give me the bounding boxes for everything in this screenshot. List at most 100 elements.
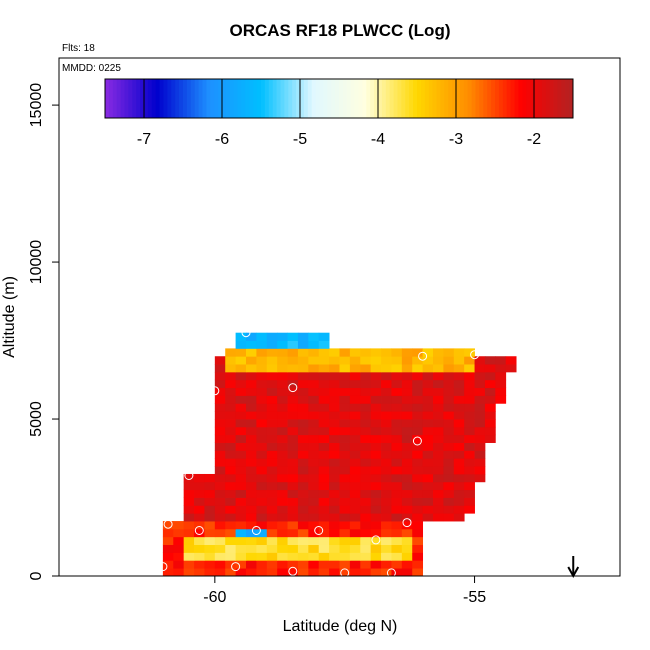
heatmap-cell bbox=[287, 536, 299, 546]
colorbar-swatch bbox=[229, 79, 235, 118]
colorbar-swatch bbox=[342, 79, 348, 118]
heatmap-cell bbox=[287, 528, 299, 538]
colorbar-swatch bbox=[319, 79, 324, 118]
heatmap-cell bbox=[173, 552, 185, 561]
heatmap-cell bbox=[360, 403, 372, 412]
heatmap-cell bbox=[308, 387, 320, 396]
heatmap-cell bbox=[412, 497, 424, 506]
colorbar-swatch bbox=[151, 79, 157, 118]
heatmap-cell bbox=[308, 489, 320, 498]
heatmap-cell bbox=[287, 356, 299, 365]
colorbar-swatch bbox=[339, 79, 344, 118]
heatmap-cell bbox=[464, 442, 475, 451]
heatmap-cell bbox=[370, 371, 382, 381]
heatmap-cell bbox=[214, 450, 226, 459]
heatmap-cell bbox=[214, 419, 226, 428]
heatmap-cell bbox=[329, 473, 340, 483]
heatmap-cell bbox=[329, 544, 340, 553]
heatmap-cell bbox=[329, 489, 340, 498]
heatmap-cell bbox=[287, 364, 299, 373]
colorbar-swatch bbox=[202, 79, 207, 118]
heatmap-cell bbox=[381, 395, 392, 404]
heatmap-cell bbox=[391, 450, 403, 459]
heatmap-cell bbox=[381, 411, 392, 420]
heatmap-cell bbox=[443, 364, 455, 373]
heatmap-cell bbox=[266, 442, 278, 451]
heatmap-cell bbox=[412, 552, 424, 561]
x-tick-label: -55 bbox=[463, 589, 486, 606]
heatmap-cell bbox=[401, 521, 413, 530]
colorbar-swatch bbox=[346, 79, 352, 118]
heatmap-cell bbox=[235, 356, 247, 365]
heatmap-cell bbox=[381, 419, 392, 428]
heatmap-cell bbox=[484, 395, 496, 404]
colorbar-swatch bbox=[296, 79, 301, 118]
heatmap-cell bbox=[391, 379, 403, 389]
colorbar-swatch bbox=[401, 79, 406, 118]
heatmap-cell bbox=[246, 489, 257, 498]
heatmap-cell bbox=[318, 513, 330, 522]
heatmap-cell bbox=[433, 371, 444, 381]
heatmap-cell bbox=[422, 458, 434, 467]
heatmap-cell bbox=[318, 379, 330, 389]
heatmap-cell bbox=[339, 364, 351, 373]
heatmap-cell bbox=[464, 379, 475, 389]
heatmap-cell bbox=[370, 552, 382, 561]
heatmap-cell bbox=[360, 348, 372, 357]
heatmap-cell bbox=[433, 419, 444, 428]
heatmap-cell bbox=[360, 513, 372, 522]
colorbar-swatch bbox=[385, 79, 391, 118]
heatmap-cell bbox=[339, 371, 351, 381]
heatmap-cell bbox=[453, 426, 465, 436]
heatmap-cell bbox=[287, 544, 299, 553]
heatmap-cell bbox=[349, 497, 361, 506]
heatmap-cell bbox=[318, 497, 330, 506]
heatmap-cell bbox=[183, 536, 195, 546]
heatmap-cell bbox=[401, 426, 413, 436]
heatmap-cell bbox=[297, 403, 309, 412]
colorbar-tick-label: -3 bbox=[449, 131, 463, 148]
heatmap-cell bbox=[474, 450, 486, 459]
heatmap-cell bbox=[256, 489, 268, 498]
heatmap-cell bbox=[225, 403, 237, 412]
heatmap-cell bbox=[246, 379, 257, 389]
heatmap-cell bbox=[318, 450, 330, 459]
heatmap-cell bbox=[422, 442, 434, 451]
heatmap-cell bbox=[433, 473, 444, 483]
heatmap-cell bbox=[349, 473, 361, 483]
heatmap-cell bbox=[246, 466, 257, 475]
heatmap-cell bbox=[329, 497, 340, 506]
heatmap-cell bbox=[308, 505, 320, 514]
heatmap-cell bbox=[287, 513, 299, 522]
heatmap-cell bbox=[453, 364, 465, 373]
heatmap-cell bbox=[349, 552, 361, 561]
heatmap-cell bbox=[329, 450, 340, 459]
heatmap-cell bbox=[256, 458, 268, 467]
colorbar-swatch bbox=[569, 79, 574, 118]
heatmap-cell bbox=[214, 364, 226, 373]
heatmap-cell bbox=[194, 473, 205, 483]
heatmap-cell bbox=[287, 505, 299, 514]
heatmap-cell bbox=[225, 419, 237, 428]
heatmap-cell bbox=[329, 419, 340, 428]
colorbar-swatch bbox=[475, 79, 480, 118]
heatmap-cell bbox=[401, 403, 413, 412]
colorbar-swatch bbox=[179, 79, 184, 118]
heatmap-cell bbox=[349, 395, 361, 404]
heatmap-cell bbox=[339, 379, 351, 389]
sample-point bbox=[340, 568, 350, 578]
heatmap-cell bbox=[443, 497, 455, 506]
heatmap-cell bbox=[318, 426, 330, 436]
heatmap-cell bbox=[256, 340, 268, 349]
heatmap-cell bbox=[412, 528, 424, 538]
heatmap-cell bbox=[349, 419, 361, 428]
heatmap-cell bbox=[443, 379, 455, 389]
down-arrow-icon bbox=[567, 556, 580, 579]
heatmap-cell bbox=[401, 481, 413, 491]
heatmap-cell bbox=[256, 466, 268, 475]
heatmap-cell bbox=[329, 379, 340, 389]
y-tick-label: 15000 bbox=[28, 83, 45, 128]
colorbar-swatch bbox=[393, 79, 398, 118]
heatmap-cell bbox=[266, 473, 278, 483]
